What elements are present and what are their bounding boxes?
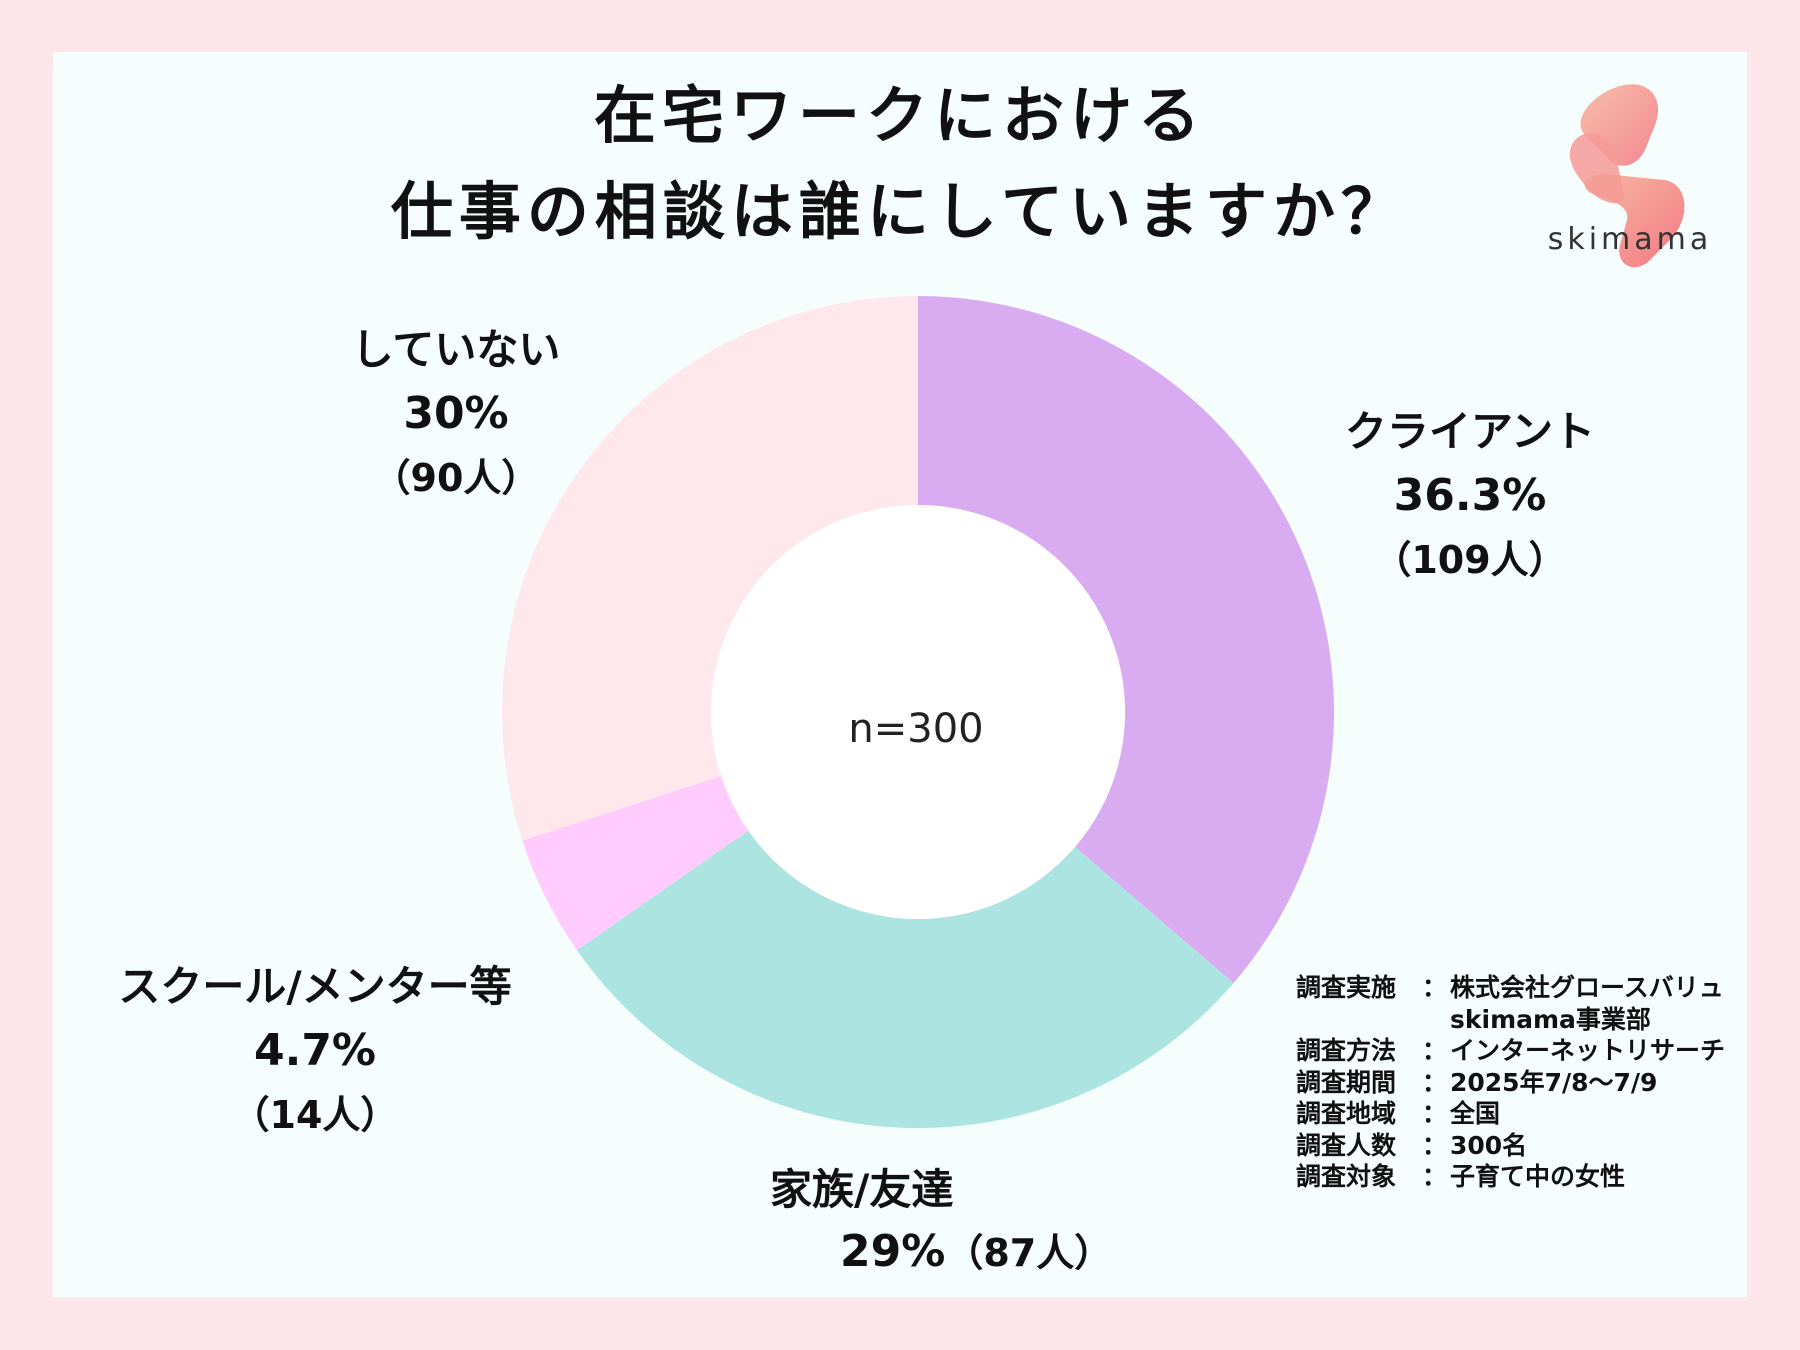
- survey-value: 全国: [1450, 1099, 1501, 1128]
- label-family-percent: 29%: [840, 1226, 946, 1277]
- label-client-count: （109人）: [1373, 538, 1567, 582]
- donut-hole: [711, 505, 1125, 919]
- label-none-name: していない: [351, 325, 561, 374]
- survey-sep: ：: [1422, 1162, 1448, 1191]
- title-line-2: 仕事の相談は誰にしていますか？: [390, 175, 1410, 248]
- label-family-count: （87人）: [945, 1231, 1113, 1275]
- label-school-name: スクール/メンター等: [118, 962, 512, 1011]
- survey-row: 調査地域 ：全国: [1296, 1098, 1725, 1130]
- survey-key: 調査方法: [1296, 1036, 1397, 1065]
- survey-value: インターネットリサーチ: [1450, 1036, 1726, 1065]
- survey-sep: ：: [1422, 1130, 1448, 1160]
- survey-sep: ：: [1422, 973, 1448, 1002]
- label-family-values: 29% （87人）: [840, 1220, 1140, 1285]
- label-family-name: 家族/友達: [770, 1165, 954, 1214]
- survey-key: 調査地域: [1296, 1099, 1397, 1128]
- survey-sep: ：: [1422, 1067, 1448, 1097]
- survey-row: 調査方法 ：インターネットリサーチ: [1296, 1035, 1725, 1067]
- survey-sep: ：: [1422, 1036, 1448, 1065]
- survey-row: skimama事業部: [1296, 1004, 1725, 1036]
- survey-info: 調査実施：株式会社グロースバリュ skimama事業部 調査方法：インターネットリサ…: [1296, 972, 1725, 1193]
- brand-name: skimama: [1547, 222, 1713, 257]
- survey-value: 2025年7/8〜7/9: [1450, 1067, 1658, 1097]
- label-school: スクール/メンター等 4.7% （14人）: [70, 955, 560, 1147]
- slice-0: [918, 296, 1335, 984]
- label-none: していない 30% （90人）: [306, 318, 606, 510]
- survey-value: 株式会社グロースバリュ: [1450, 973, 1724, 1002]
- title-line-1: 在宅ワークにおける: [593, 79, 1206, 152]
- label-none-count: （90人）: [372, 456, 540, 500]
- label-client: クライアント 36.3% （109人）: [1300, 400, 1640, 592]
- label-school-percent: 4.7%: [253, 1025, 377, 1076]
- survey-value: skimama事業部: [1450, 1004, 1651, 1034]
- survey-value: 子育て中の女性: [1450, 1162, 1626, 1191]
- survey-row: 調査実施 ：株式会社グロースバリュ: [1296, 972, 1725, 1004]
- survey-sep: ：: [1422, 1099, 1448, 1128]
- slice-2: [522, 775, 749, 951]
- survey-value: 300名: [1450, 1130, 1528, 1160]
- survey-row: 調査人数 ： 300名: [1296, 1130, 1725, 1162]
- survey-row: 調査対象 ：子育て中の女性: [1296, 1161, 1725, 1193]
- chart-title: 在宅ワークにおける 仕事の相談は誰にしていますか？: [0, 68, 1800, 260]
- slice-3: [502, 296, 918, 841]
- skimama-logo-icon: [1569, 84, 1685, 268]
- survey-key: 調査期間: [1296, 1067, 1397, 1097]
- label-school-count: （14人）: [231, 1093, 399, 1137]
- label-none-percent: 30%: [403, 388, 509, 439]
- survey-row: 調査期間 ： 2025年7/8〜7/9: [1296, 1067, 1725, 1099]
- survey-key: 調査人数: [1296, 1130, 1397, 1160]
- slice-1: [576, 830, 1234, 1128]
- label-client-name: クライアント: [1344, 407, 1596, 456]
- survey-key: 調査実施: [1296, 973, 1397, 1002]
- sample-size-label: n=300: [848, 706, 984, 752]
- survey-key: 調査対象: [1296, 1162, 1397, 1191]
- label-family-name-box: 家族/友達: [770, 1158, 1010, 1222]
- label-client-percent: 36.3%: [1393, 470, 1547, 521]
